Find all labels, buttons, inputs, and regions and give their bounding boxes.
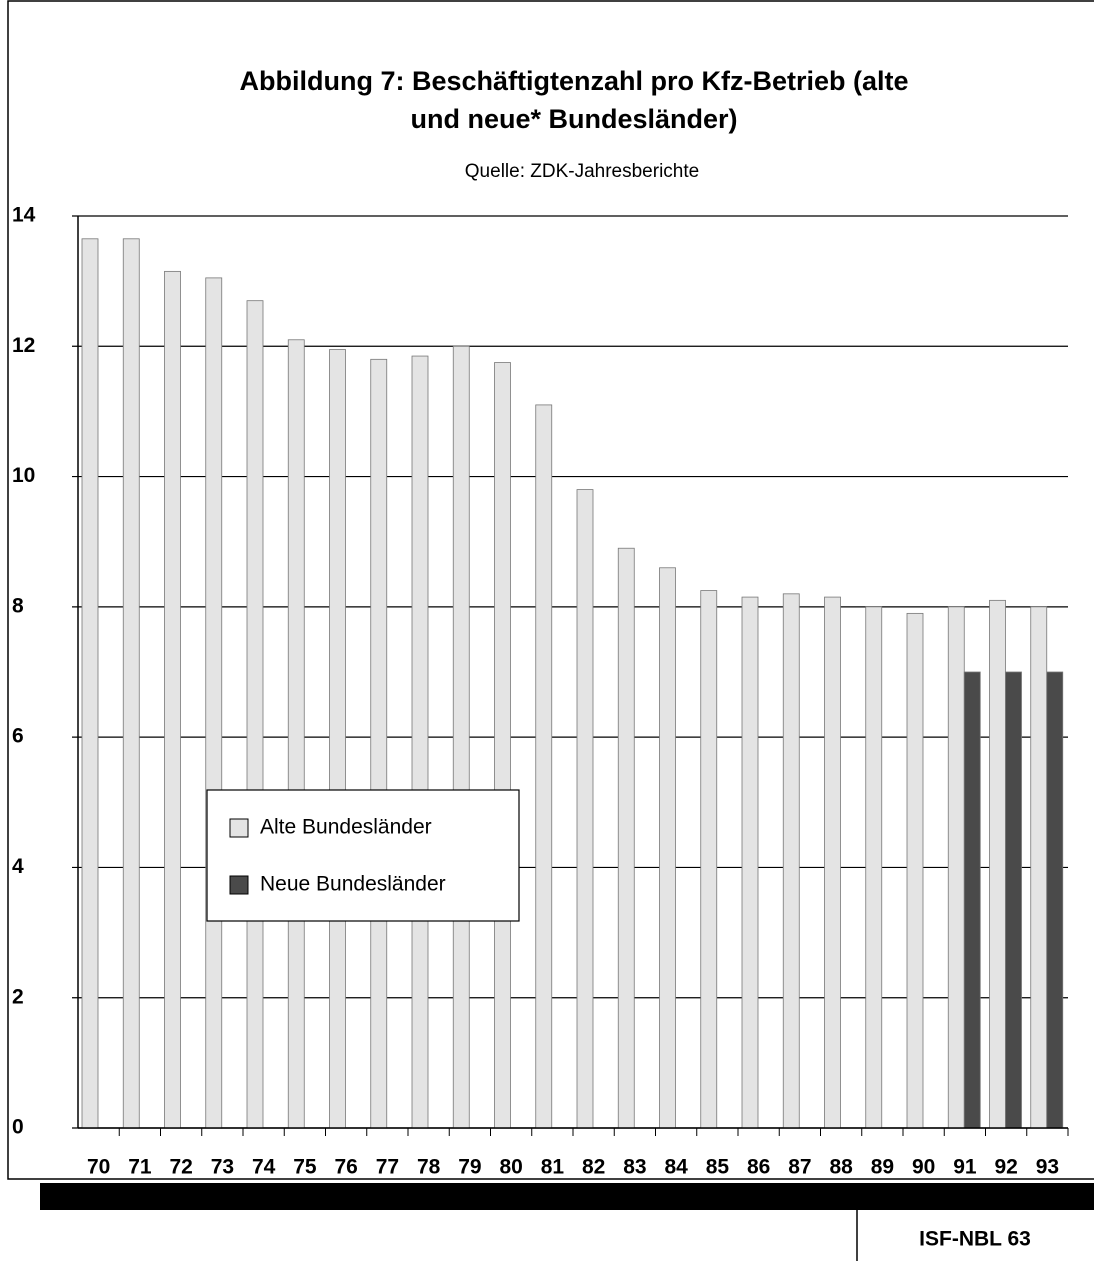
bar (411, 355, 429, 1129)
chart-title: und neue* Bundesländer) (410, 104, 737, 134)
bar (782, 593, 800, 1129)
x-tick-label: 79 (458, 1156, 481, 1179)
bar (287, 339, 305, 1129)
bar (329, 349, 346, 1129)
x-tick-label: 88 (829, 1156, 853, 1179)
bar (205, 277, 223, 1129)
x-tick-label: 89 (871, 1156, 894, 1179)
chart-title: Abbildung 7: Beschäftigtenzahl pro Kfz-B… (239, 66, 908, 96)
bar (576, 489, 594, 1129)
x-tick-label: 72 (169, 1156, 192, 1179)
bar (947, 606, 965, 1129)
y-tick-label: 4 (12, 855, 24, 878)
x-tick-label: 83 (623, 1156, 646, 1179)
bar (741, 596, 759, 1129)
y-tick-label: 14 (12, 204, 36, 227)
footer-bar (40, 1183, 1094, 1210)
x-tick-label: 82 (582, 1156, 605, 1179)
bar (1005, 671, 1022, 1129)
bar (535, 404, 553, 1129)
legend-swatch (229, 875, 249, 895)
bar (370, 358, 388, 1129)
x-tick-label: 78 (417, 1156, 441, 1179)
x-tick-label: 87 (788, 1156, 811, 1179)
bar (1046, 671, 1064, 1129)
bar (494, 362, 511, 1129)
bar (659, 567, 676, 1129)
x-tick-label: 92 (994, 1156, 1017, 1179)
x-tick-label: 90 (912, 1156, 935, 1179)
bar (122, 238, 140, 1129)
bar (452, 345, 470, 1129)
legend (206, 789, 520, 922)
y-tick-label: 6 (12, 725, 24, 748)
x-tick-label: 81 (541, 1156, 565, 1179)
footer-label: ISF-NBL 63 (919, 1228, 1031, 1251)
x-tick-label: 75 (293, 1156, 317, 1179)
bar (906, 612, 924, 1129)
bar (1030, 606, 1048, 1129)
bar (164, 270, 181, 1129)
x-tick-label: 93 (1036, 1156, 1059, 1179)
legend-label: Neue Bundesländer (260, 873, 446, 896)
y-tick-label: 8 (12, 594, 24, 617)
x-tick-label: 84 (664, 1156, 688, 1179)
y-tick-label: 0 (12, 1116, 24, 1139)
legend-label: Alte Bundesländer (260, 816, 432, 839)
x-tick-label: 77 (376, 1156, 399, 1179)
bar (246, 300, 264, 1129)
x-tick-label: 70 (87, 1156, 110, 1179)
legend-swatch (229, 818, 249, 838)
x-tick-label: 86 (747, 1156, 770, 1179)
x-tick-label: 71 (128, 1156, 152, 1179)
bar (963, 671, 981, 1129)
x-tick-label: 91 (953, 1156, 977, 1179)
chart-subtitle: Quelle: ZDK-Jahresberichte (465, 161, 699, 182)
x-tick-label: 74 (252, 1156, 276, 1179)
bar (824, 596, 841, 1129)
x-tick-label: 76 (334, 1156, 357, 1179)
x-tick-label: 85 (706, 1156, 730, 1179)
bar (81, 238, 99, 1129)
bar (989, 599, 1006, 1129)
bar (865, 606, 883, 1129)
y-tick-label: 2 (12, 985, 24, 1008)
bar (700, 590, 718, 1129)
x-tick-label: 80 (499, 1156, 522, 1179)
x-tick-label: 73 (211, 1156, 234, 1179)
y-tick-label: 10 (12, 464, 35, 487)
chart-frame (7, 0, 1094, 1180)
y-tick-label: 12 (12, 334, 35, 357)
bar (617, 547, 635, 1129)
